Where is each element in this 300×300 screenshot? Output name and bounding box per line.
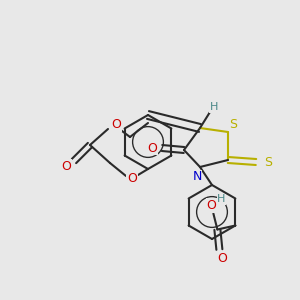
Text: N: N: [192, 170, 202, 184]
Text: O: O: [147, 142, 157, 154]
Text: H: H: [210, 102, 218, 112]
Text: O: O: [61, 160, 71, 172]
Text: S: S: [229, 118, 237, 130]
Text: O: O: [206, 199, 216, 212]
Text: O: O: [111, 118, 121, 131]
Text: O: O: [127, 172, 137, 185]
Text: S: S: [264, 155, 272, 169]
Text: O: O: [218, 252, 227, 265]
Text: H: H: [217, 194, 226, 205]
